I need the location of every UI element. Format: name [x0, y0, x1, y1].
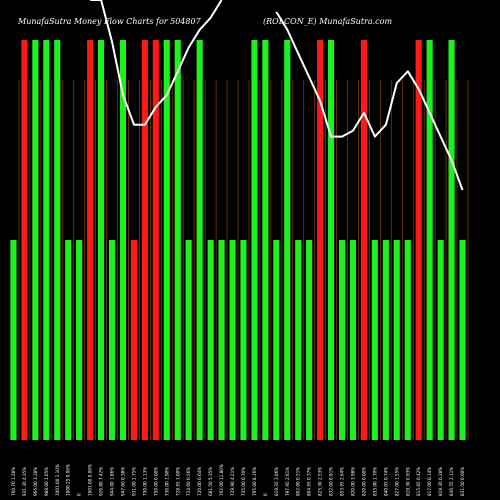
money-flow-bar: [76, 240, 83, 440]
money-flow-bar: [284, 40, 291, 440]
x-tick-label: 819.30 0.93%: [405, 467, 410, 496]
x-tick-label: 736.00 1.90%: [164, 467, 169, 496]
money-flow-bar: [21, 40, 28, 440]
x-tick-label: 1000.25 0.08%: [66, 464, 71, 496]
money-flow-bar: [360, 40, 367, 440]
money-flow-bar: [317, 40, 324, 440]
x-tick-label: 931.00 1.75%: [132, 467, 137, 496]
money-flow-bar: [32, 40, 39, 440]
x-tick-label: 820.00 3.98%: [351, 467, 356, 496]
x-tick-label: 831.50 0.60%: [460, 467, 465, 496]
x-tick-label: 827.00 1.55%: [394, 467, 399, 496]
money-flow-bar: [109, 240, 116, 440]
x-tick-labels: 760.70 1.28% 931.30 4.35% 966.00 3.28% 988.…: [11, 464, 465, 496]
grid-lines: [18, 80, 469, 440]
money-flow-bar: [426, 40, 433, 440]
x-tick-label: 720.00 0.64%: [197, 467, 202, 496]
x-tick-label: 1001.00 0.08%: [88, 464, 93, 496]
x-tick-label: 1001.00 1.10%: [55, 464, 60, 496]
money-flow-bar: [229, 240, 236, 440]
x-tick-label: 926.80 7.42%: [99, 467, 104, 496]
x-tick-label: 795.00 8.16%: [252, 467, 257, 496]
x-tick-label: 735.00 0.70%: [241, 467, 246, 496]
x-tick-label: 819.35 3.06%: [274, 467, 279, 496]
x-tick-label: 820.00 0.00%: [362, 467, 367, 496]
money-flow-bar: [393, 240, 400, 440]
x-tick-label: 762.00 11.80%: [219, 464, 224, 496]
money-flow-bar: [196, 40, 203, 440]
money-flow-bar: [54, 40, 61, 440]
x-tick-label: 966.00 3.28%: [33, 467, 38, 496]
money-flow-bar: [306, 240, 313, 440]
money-flow-bar: [174, 40, 181, 440]
money-flow-bar: [273, 240, 280, 440]
money-flow-bar: [404, 240, 411, 440]
x-tick-label: 750.00 1.13%: [142, 467, 147, 496]
money-flow-line: [90, 0, 223, 126]
money-flow-bar: [185, 240, 192, 440]
money-flow-bar: [459, 240, 466, 440]
money-flow-bar: [10, 240, 17, 440]
money-flow-bar: [98, 40, 105, 440]
x-tick-label: 0: [77, 493, 82, 496]
x-tick-label: 836.55 2.11%: [449, 467, 454, 496]
x-tick-label: 988.00 1.05%: [44, 467, 49, 496]
x-tick-label: 760.70 1.28%: [11, 467, 16, 496]
money-flow-bar: [328, 40, 335, 440]
money-flow-bar: [448, 40, 455, 440]
money-flow-bar: [152, 40, 159, 440]
x-tick-label: 681.50 5.35%: [208, 467, 213, 496]
money-flow-bar: [87, 40, 94, 440]
bars: [10, 40, 466, 440]
x-tick-label: 802.00 0.51%: [296, 467, 301, 496]
money-flow-bar: [349, 240, 356, 440]
x-tick-label: 931.30 4.35%: [22, 467, 27, 496]
x-tick-label: 853.95 2.64%: [340, 467, 345, 496]
x-tick-label: 815.85 0.42%: [416, 467, 421, 496]
x-tick-label: 724.60 0.56%: [186, 467, 191, 496]
money-flow-bar: [240, 240, 247, 440]
x-tick-label: 729.90 4.21%: [230, 467, 235, 496]
x-tick-label: 728.65 1.00%: [175, 467, 180, 496]
money-flow-bar: [119, 40, 126, 440]
money-flow-bar: [130, 240, 137, 440]
x-tick-label: 947.60 0.38%: [121, 467, 126, 496]
money-flow-bar: [43, 40, 50, 440]
x-tick-label: 840.05 0.74%: [383, 467, 388, 496]
x-tick-label: 833.90 1.70%: [372, 467, 377, 496]
money-flow-bar: [437, 240, 444, 440]
money-flow-bar: [382, 240, 389, 440]
money-flow-line-group: [90, 0, 464, 191]
money-flow-bar: [415, 40, 422, 440]
money-flow-bar: [163, 40, 170, 440]
x-tick-label: 944.00 1.86%: [110, 467, 115, 496]
money-flow-line: [275, 11, 464, 191]
x-tick-label: 750.00 0.00%: [153, 467, 158, 496]
money-flow-bar: [218, 240, 225, 440]
x-tick-label: 817.00 0.14%: [427, 467, 432, 496]
x-tick-label: 804.95 0.37%: [307, 467, 312, 496]
money-flow-bar: [251, 40, 258, 440]
x-tick-label: 832.00 0.81%: [329, 467, 334, 496]
money-flow-bar: [371, 240, 378, 440]
money-flow-bar: [207, 240, 214, 440]
x-tick-label: 819.30 0.28%: [438, 467, 443, 496]
money-flow-bar: [141, 40, 148, 440]
money-flow-bar: [262, 40, 269, 440]
money-flow-bar: [295, 240, 302, 440]
x-tick-label: 0: [263, 493, 268, 496]
money-flow-bar: [65, 240, 72, 440]
chart-title-right: (ROLCON_E) MunafaSutra.com: [263, 17, 392, 26]
money-flow-bar: [339, 240, 346, 440]
x-tick-label: 825.30 2.53%: [318, 467, 323, 496]
chart-title-left: MunafaSutra Money Flow Charts for 504807: [17, 17, 202, 26]
x-tick-label: 797.95 2.61%: [285, 467, 290, 496]
